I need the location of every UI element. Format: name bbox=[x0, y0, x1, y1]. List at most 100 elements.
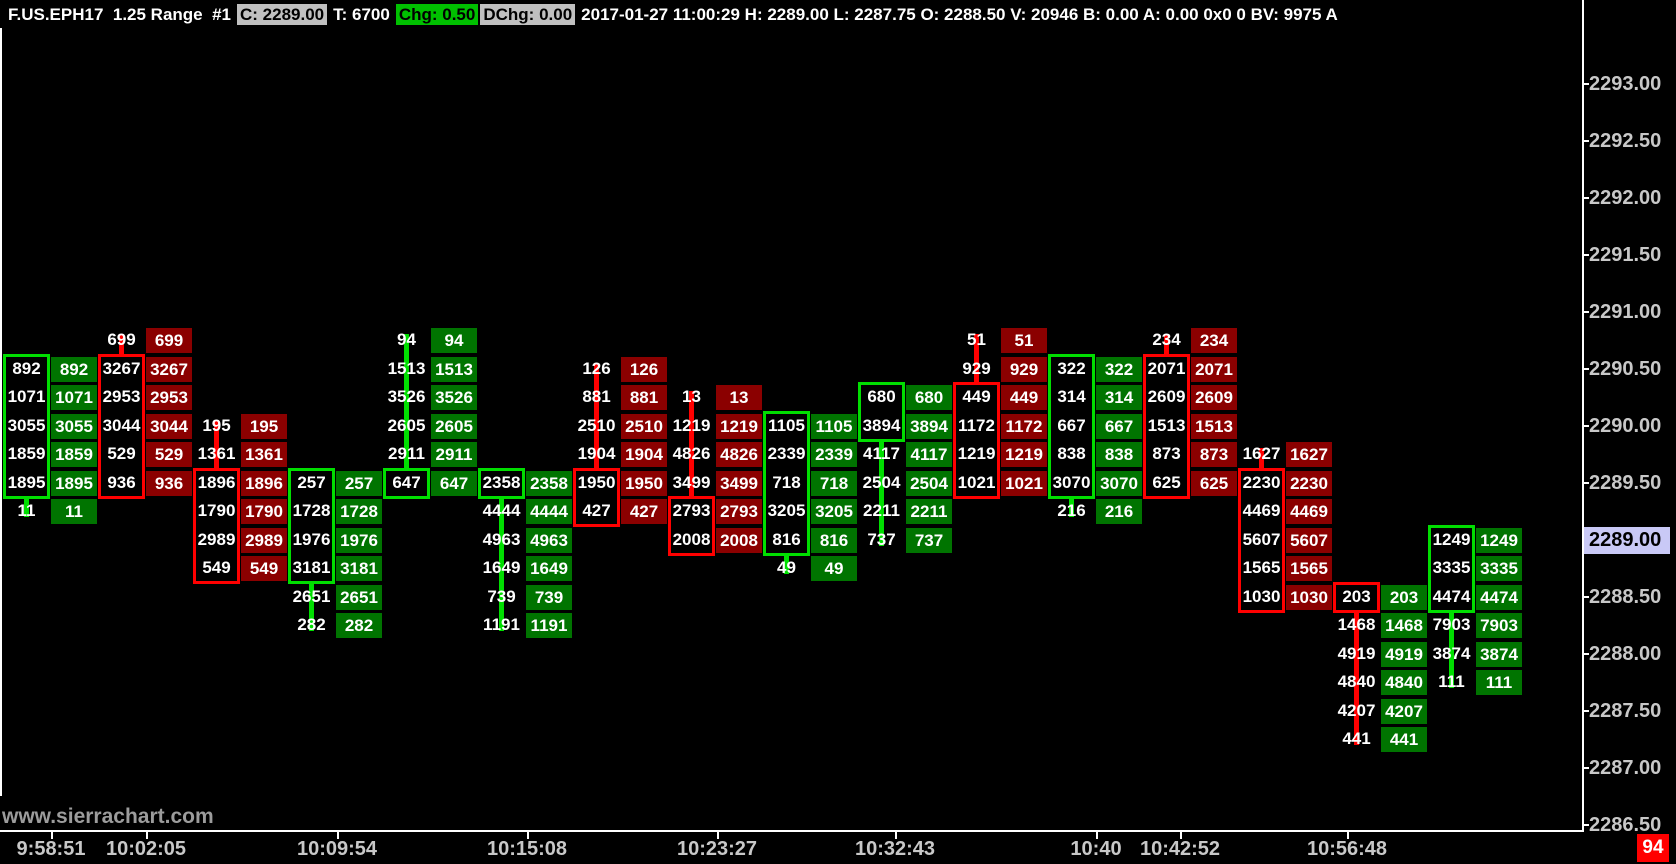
volume-cell: 11 bbox=[51, 499, 97, 524]
time-tick bbox=[1180, 831, 1182, 839]
bidask-volume-value: 314 bbox=[1057, 387, 1086, 406]
time-label: 10:56:48 bbox=[1306, 838, 1388, 860]
volume-cell: 2953 bbox=[146, 385, 192, 410]
price-tick bbox=[1582, 311, 1589, 313]
volume-cell: 4444 bbox=[526, 499, 572, 524]
bidask-volume-value: 2071 bbox=[1147, 359, 1186, 378]
time-tick bbox=[337, 831, 339, 839]
bidask-volume-value: 216 bbox=[1057, 501, 1086, 520]
bidask-volume-value: 1896 bbox=[197, 473, 236, 492]
volume-cell: 1468 bbox=[1381, 613, 1427, 638]
title-segment: Chg: 0.50 bbox=[395, 4, 479, 25]
volume-cell: 2510 bbox=[621, 414, 667, 439]
bidask-volume-value: 51 bbox=[967, 330, 986, 349]
bidask-volume-value: 1219 bbox=[672, 416, 711, 435]
bidask-volume-value: 2651 bbox=[292, 587, 331, 606]
bidask-volume-value: 892 bbox=[12, 359, 41, 378]
bidask-volume-value: 1172 bbox=[958, 416, 995, 435]
volume-cell: 3070 bbox=[1096, 471, 1142, 496]
bidask-volume-value: 2609 bbox=[1147, 387, 1186, 406]
candle-body-outline bbox=[573, 468, 620, 527]
bidask-volume-value: 647 bbox=[392, 473, 421, 492]
volume-cell: 1895 bbox=[51, 471, 97, 496]
volume-cell: 625 bbox=[1191, 471, 1237, 496]
volume-cell: 647 bbox=[431, 471, 477, 496]
price-label: 2292.00 bbox=[1589, 187, 1662, 209]
price-label: 2288.00 bbox=[1589, 643, 1662, 665]
bidask-volume-value: 718 bbox=[772, 473, 801, 492]
volume-cell: 2071 bbox=[1191, 357, 1237, 382]
volume-cell: 2793 bbox=[716, 499, 762, 524]
candle-body-outline bbox=[478, 468, 525, 499]
bidask-volume-value: 126 bbox=[582, 359, 611, 378]
volume-cell: 111 bbox=[1476, 670, 1522, 695]
title-segment: 2017-01-27 11:00:29 H: 2289.00 L: 2287.7… bbox=[581, 5, 1338, 24]
candle-wick-low bbox=[1449, 610, 1454, 688]
chart-left-border bbox=[0, 28, 2, 796]
volume-cell: 2911 bbox=[431, 442, 477, 467]
bidask-volume-value: 1649 bbox=[482, 558, 521, 577]
bidask-volume-value: 4469 bbox=[1242, 501, 1281, 520]
time-axis-line bbox=[0, 830, 1583, 832]
price-tick bbox=[1582, 197, 1589, 199]
volume-cell: 1904 bbox=[621, 442, 667, 467]
volume-cell: 1790 bbox=[241, 499, 287, 524]
volume-cell: 1172 bbox=[1001, 414, 1047, 439]
volume-cell: 816 bbox=[811, 528, 857, 553]
bidask-volume-value: 282 bbox=[297, 615, 326, 634]
volume-cell: 549 bbox=[241, 556, 287, 581]
bidask-volume-value: 13 bbox=[682, 387, 701, 406]
bidask-volume-value: 737 bbox=[867, 530, 896, 549]
candle-body-outline bbox=[858, 382, 905, 442]
price-tick bbox=[1582, 596, 1589, 598]
price-tick bbox=[1582, 767, 1589, 769]
volume-cell: 3044 bbox=[146, 414, 192, 439]
time-tick bbox=[717, 831, 719, 839]
volume-cell: 929 bbox=[1001, 357, 1047, 382]
volume-cell: 1896 bbox=[241, 471, 287, 496]
bidask-volume-value: 234 bbox=[1152, 330, 1181, 349]
volume-cell: 873 bbox=[1191, 442, 1237, 467]
bidask-volume-value: 4444 bbox=[482, 501, 521, 520]
time-label: 10:40 bbox=[1070, 838, 1122, 860]
title-segment: DChg: 0.00 bbox=[480, 4, 576, 25]
time-tick bbox=[51, 831, 53, 839]
bidask-volume-value: 1627 bbox=[1242, 444, 1281, 463]
volume-cell: 3894 bbox=[906, 414, 952, 439]
price-tick bbox=[1582, 653, 1589, 655]
bidask-volume-value: 11 bbox=[17, 501, 36, 520]
volume-cell: 2211 bbox=[906, 499, 952, 524]
bidask-volume-value: 625 bbox=[1152, 473, 1181, 492]
volume-cell: 1249 bbox=[1476, 528, 1522, 553]
candle-wick-low bbox=[499, 496, 504, 631]
title-segment: T: 6700 bbox=[333, 5, 390, 24]
bidask-volume-value: 441 bbox=[1342, 729, 1371, 748]
bidask-volume-value: 2793 bbox=[672, 501, 711, 520]
bidask-volume-value: 529 bbox=[107, 444, 136, 463]
volume-cell: 2504 bbox=[906, 471, 952, 496]
volume-cell: 1219 bbox=[1001, 442, 1047, 467]
footprint-chart-area[interactable]: 892 892 1071 1071 3055 3055 1859 1859 1895 1895 11… bbox=[0, 28, 1582, 832]
price-tick bbox=[1582, 83, 1589, 85]
sierrachart-watermark: www.sierrachart.com bbox=[2, 805, 214, 828]
bidask-volume-value: 3181 bbox=[292, 558, 331, 577]
volume-cell: 838 bbox=[1096, 442, 1142, 467]
volume-cell: 49 bbox=[811, 556, 857, 581]
alert-badge[interactable]: 94 bbox=[1637, 834, 1669, 862]
volume-cell: 2609 bbox=[1191, 385, 1237, 410]
bidask-volume-value: 881 bbox=[582, 387, 611, 406]
bidask-volume-value: 1249 bbox=[1432, 530, 1471, 549]
price-tick bbox=[1582, 425, 1589, 427]
volume-cell: 203 bbox=[1381, 585, 1427, 610]
volume-cell: 4207 bbox=[1381, 699, 1427, 724]
bidask-volume-value: 2953 bbox=[102, 387, 141, 406]
bidask-volume-value: 203 bbox=[1342, 587, 1371, 606]
bidask-volume-value: 2358 bbox=[482, 473, 521, 492]
bidask-volume-value: 1950 bbox=[577, 473, 616, 492]
bidask-volume-value: 2605 bbox=[387, 416, 426, 435]
time-tick bbox=[527, 831, 529, 839]
volume-cell: 1030 bbox=[1286, 585, 1332, 610]
bidask-volume-value: 1513 bbox=[1147, 416, 1186, 435]
time-label: 10:32:43 bbox=[854, 838, 936, 860]
volume-cell: 4963 bbox=[526, 528, 572, 553]
